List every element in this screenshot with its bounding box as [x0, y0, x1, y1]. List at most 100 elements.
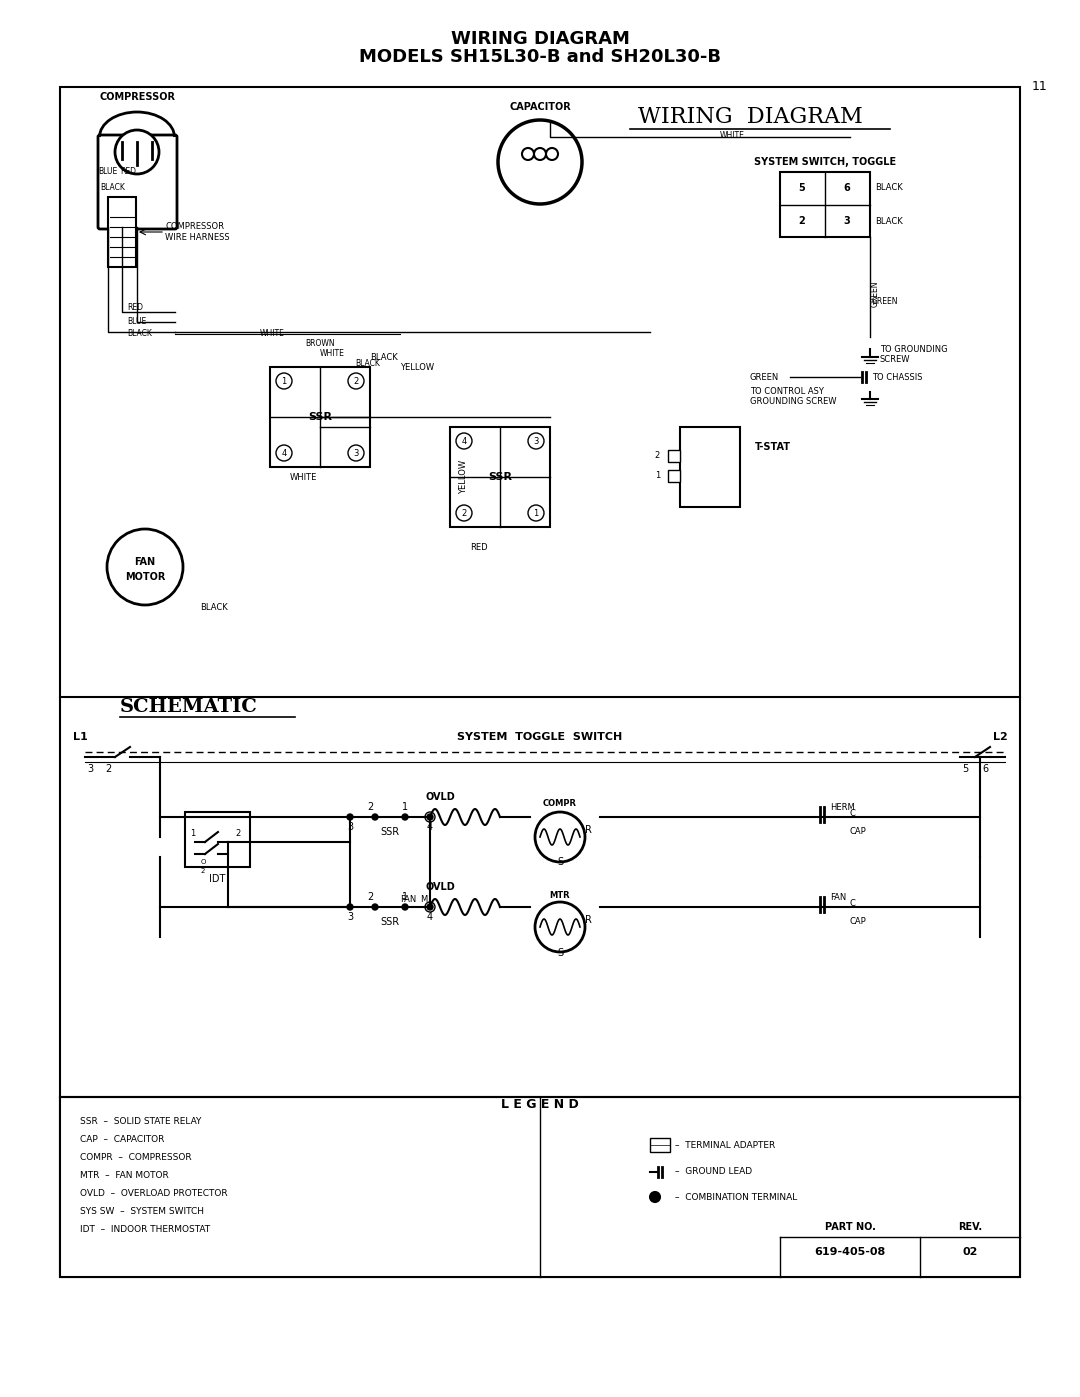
Text: M: M: [420, 895, 428, 904]
Text: L1: L1: [72, 732, 87, 742]
Text: BLACK: BLACK: [370, 352, 397, 362]
Text: 1: 1: [190, 828, 195, 837]
Ellipse shape: [535, 902, 585, 951]
Text: CAP: CAP: [850, 918, 867, 926]
Bar: [185, 812, 249, 868]
Text: REV.: REV.: [958, 1222, 982, 1232]
Bar: [60, 1097, 1020, 1277]
Text: –  GROUND LEAD: – GROUND LEAD: [675, 1168, 752, 1176]
Text: SSR: SSR: [380, 827, 400, 837]
Text: 2: 2: [367, 802, 373, 812]
Circle shape: [348, 446, 364, 461]
Text: FAN: FAN: [400, 894, 416, 904]
Text: YELLOW: YELLOW: [400, 362, 434, 372]
Circle shape: [402, 904, 408, 909]
Text: R: R: [585, 826, 592, 835]
Text: R: R: [585, 915, 592, 925]
Circle shape: [107, 529, 183, 605]
Text: BLUE: BLUE: [127, 317, 146, 327]
Text: BLACK: BLACK: [355, 359, 380, 369]
Text: 619-405-08: 619-405-08: [814, 1248, 886, 1257]
Circle shape: [546, 148, 558, 161]
Circle shape: [114, 130, 159, 175]
Text: BLACK: BLACK: [875, 217, 903, 225]
Text: 3: 3: [347, 821, 353, 833]
Text: MTR: MTR: [550, 890, 570, 900]
Text: 4: 4: [427, 821, 433, 833]
Text: 3: 3: [347, 912, 353, 922]
Bar: [669, 469, 680, 482]
Text: WHITE: WHITE: [320, 349, 345, 359]
Text: O: O: [200, 859, 205, 865]
Text: 2: 2: [798, 217, 806, 226]
Text: CAP  –  CAPACITOR: CAP – CAPACITOR: [80, 1136, 164, 1144]
Text: SYS SW  –  SYSTEM SWITCH: SYS SW – SYSTEM SWITCH: [80, 1207, 204, 1217]
Text: OVLD  –  OVERLOAD PROTECTOR: OVLD – OVERLOAD PROTECTOR: [80, 1189, 228, 1199]
Circle shape: [426, 902, 435, 912]
Bar: [108, 197, 136, 267]
Text: MTR  –  FAN MOTOR: MTR – FAN MOTOR: [80, 1172, 168, 1180]
Text: 6: 6: [843, 183, 850, 193]
Text: 02: 02: [962, 1248, 977, 1257]
Text: 5: 5: [798, 183, 806, 193]
Text: BLACK: BLACK: [100, 183, 125, 191]
Circle shape: [372, 904, 378, 909]
Text: C: C: [850, 900, 855, 908]
Circle shape: [427, 814, 433, 820]
Text: WHITE: WHITE: [260, 330, 285, 338]
Circle shape: [402, 814, 408, 820]
Text: 1: 1: [654, 472, 660, 481]
Text: BLACK: BLACK: [127, 330, 152, 338]
Text: BLUE: BLUE: [98, 168, 118, 176]
Text: SSR: SSR: [308, 412, 332, 422]
Text: WIRING  DIAGRAM: WIRING DIAGRAM: [637, 106, 862, 129]
Text: COMPR  –  COMPRESSOR: COMPR – COMPRESSOR: [80, 1154, 191, 1162]
Circle shape: [534, 148, 546, 161]
Bar: [650, 1139, 670, 1153]
Text: 11: 11: [1032, 81, 1048, 94]
Text: L E G E N D: L E G E N D: [501, 1098, 579, 1112]
Text: OVLD: OVLD: [426, 882, 455, 893]
Text: TO CHASSIS: TO CHASSIS: [872, 373, 922, 381]
Text: GREEN: GREEN: [870, 281, 880, 307]
Circle shape: [522, 148, 534, 161]
Text: 2: 2: [461, 509, 467, 517]
Circle shape: [276, 373, 292, 388]
Text: 4: 4: [282, 448, 286, 457]
Text: 3: 3: [843, 217, 850, 226]
Text: SSR: SSR: [380, 916, 400, 928]
Text: GROUNDING SCREW: GROUNDING SCREW: [750, 398, 837, 407]
Circle shape: [426, 812, 435, 821]
Circle shape: [348, 373, 364, 388]
Text: 4: 4: [427, 912, 433, 922]
Text: 3: 3: [86, 764, 93, 774]
Bar: [669, 450, 680, 462]
Text: FAN: FAN: [134, 557, 156, 567]
Text: SCHEMATIC: SCHEMATIC: [120, 698, 258, 717]
Text: COMPRESSOR
WIRE HARNESS: COMPRESSOR WIRE HARNESS: [165, 222, 230, 242]
Text: CAPACITOR: CAPACITOR: [509, 102, 571, 112]
Text: WHITE: WHITE: [720, 130, 745, 140]
Text: 1: 1: [402, 802, 408, 812]
Text: RED: RED: [470, 542, 488, 552]
Text: C: C: [850, 809, 855, 819]
Text: S: S: [557, 856, 563, 868]
Text: 2: 2: [201, 868, 205, 875]
Text: 2: 2: [367, 893, 373, 902]
Text: IDT: IDT: [208, 875, 226, 884]
Text: S: S: [557, 949, 563, 958]
Text: SSR  –  SOLID STATE RELAY: SSR – SOLID STATE RELAY: [80, 1118, 201, 1126]
Circle shape: [427, 904, 433, 909]
Bar: [60, 87, 1020, 1277]
Bar: [270, 367, 370, 467]
Text: HERM: HERM: [831, 802, 854, 812]
Circle shape: [456, 433, 472, 448]
Text: 1: 1: [282, 377, 286, 386]
Text: T-STAT: T-STAT: [755, 441, 791, 453]
Text: 4: 4: [461, 436, 467, 446]
Text: 5: 5: [962, 764, 968, 774]
Text: 2: 2: [105, 764, 111, 774]
Text: FAN: FAN: [831, 893, 847, 901]
Text: –  TERMINAL ADAPTER: – TERMINAL ADAPTER: [675, 1141, 775, 1151]
Text: SCREW: SCREW: [880, 355, 910, 363]
